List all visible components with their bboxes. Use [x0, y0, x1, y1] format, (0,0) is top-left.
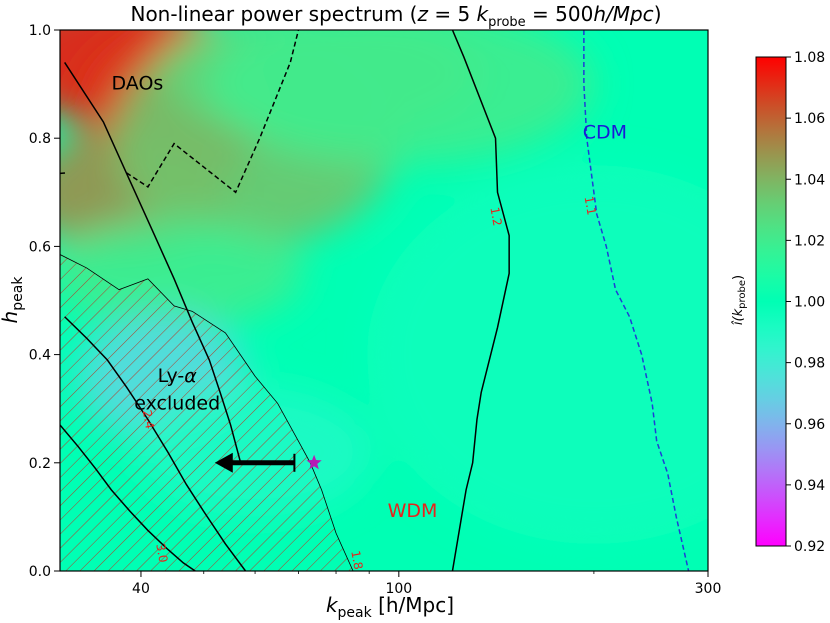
- region-label: CDM: [583, 121, 627, 143]
- contour-label: 1.2: [487, 206, 504, 227]
- y-tick-label: 0.8: [29, 131, 51, 147]
- region-label: WDM: [388, 500, 438, 522]
- colorbar-tick-label: 1.08: [794, 50, 825, 66]
- colorbar-tick-label: 0.94: [794, 478, 825, 494]
- colorbar-gradient: [755, 56, 787, 547]
- contour-lines: [60, 30, 690, 571]
- excluded-boundary: [60, 254, 354, 571]
- y-axis-label: hpeak: [0, 276, 26, 324]
- heatmap-blob: [367, 165, 708, 544]
- colorbar-tick-label: 1.06: [794, 111, 825, 127]
- y-tick-label: 0.0: [29, 564, 51, 580]
- y-tick-label: 0.4: [29, 348, 51, 364]
- contour-line: [60, 172, 68, 175]
- contour-line: [126, 30, 300, 194]
- y-tick-label: 1.0: [29, 23, 51, 39]
- excluded-label-line2: excluded: [134, 393, 220, 415]
- colorbar-tick-label: 0.92: [794, 539, 825, 555]
- contour-line: [64, 316, 247, 571]
- colorbar-label: î(kprobe): [731, 275, 748, 325]
- y-tick-label: 0.2: [29, 456, 51, 472]
- x-tick-label: 300: [695, 581, 722, 597]
- contour-labels: 1.2 2.4 3.0 1.8 1.1: [140, 195, 599, 571]
- colorbar-ticks: 0.92 0.94 0.96 0.98 1.00 1.02 1.04 1.06 1.08: [786, 50, 825, 555]
- contour-line: [583, 30, 690, 571]
- colorbar-tick-label: 0.98: [794, 356, 825, 372]
- contour-line: [64, 62, 242, 463]
- excluded-label: Ly-α: [158, 365, 198, 387]
- x-axis-label: kpeak [h/Mpc]: [326, 593, 454, 621]
- lya-excluded-region: [60, 254, 354, 571]
- colorbar-tick-label: 1.02: [794, 233, 825, 249]
- plot-frame: [59, 29, 709, 572]
- x-axis-ticks: 40 100 300: [132, 571, 721, 597]
- colorbar: 0.92 0.94 0.96 0.98 1.00 1.02 1.04 1.06 1.08 î(k…: [731, 50, 825, 555]
- colorbar-tick-label: 1.00: [794, 295, 825, 311]
- contour-line: [451, 30, 510, 571]
- x-tick-label: 40: [132, 581, 150, 597]
- heatmap-blob: [204, 30, 594, 166]
- star-marker: [306, 454, 322, 470]
- markers: [214, 452, 322, 473]
- x-tick-label: 100: [385, 581, 412, 597]
- contour-line: [60, 424, 196, 571]
- arrow-head: [214, 452, 233, 473]
- region-annotations: DAOs CDM WDM Ly-α excluded: [112, 73, 628, 522]
- contour-label: 2.4: [140, 409, 157, 430]
- contour-label: 3.0: [153, 542, 170, 563]
- y-axis-ticks: 0.0 0.2 0.4 0.6 0.8 1.0: [29, 23, 60, 580]
- contour-label: 1.1: [582, 195, 599, 216]
- chart-title: Non-linear power spectrum (z = 5 kprobe …: [130, 2, 661, 30]
- contour-label: 1.8: [348, 549, 365, 570]
- colorbar-tick-label: 0.96: [794, 417, 825, 433]
- excluded-hatch: [60, 254, 354, 571]
- colorbar-tick-label: 1.04: [794, 172, 825, 188]
- region-label: DAOs: [112, 73, 164, 95]
- plot-area: 1.2 2.4 3.0 1.8 1.1: [60, 30, 708, 571]
- y-tick-label: 0.6: [29, 239, 51, 255]
